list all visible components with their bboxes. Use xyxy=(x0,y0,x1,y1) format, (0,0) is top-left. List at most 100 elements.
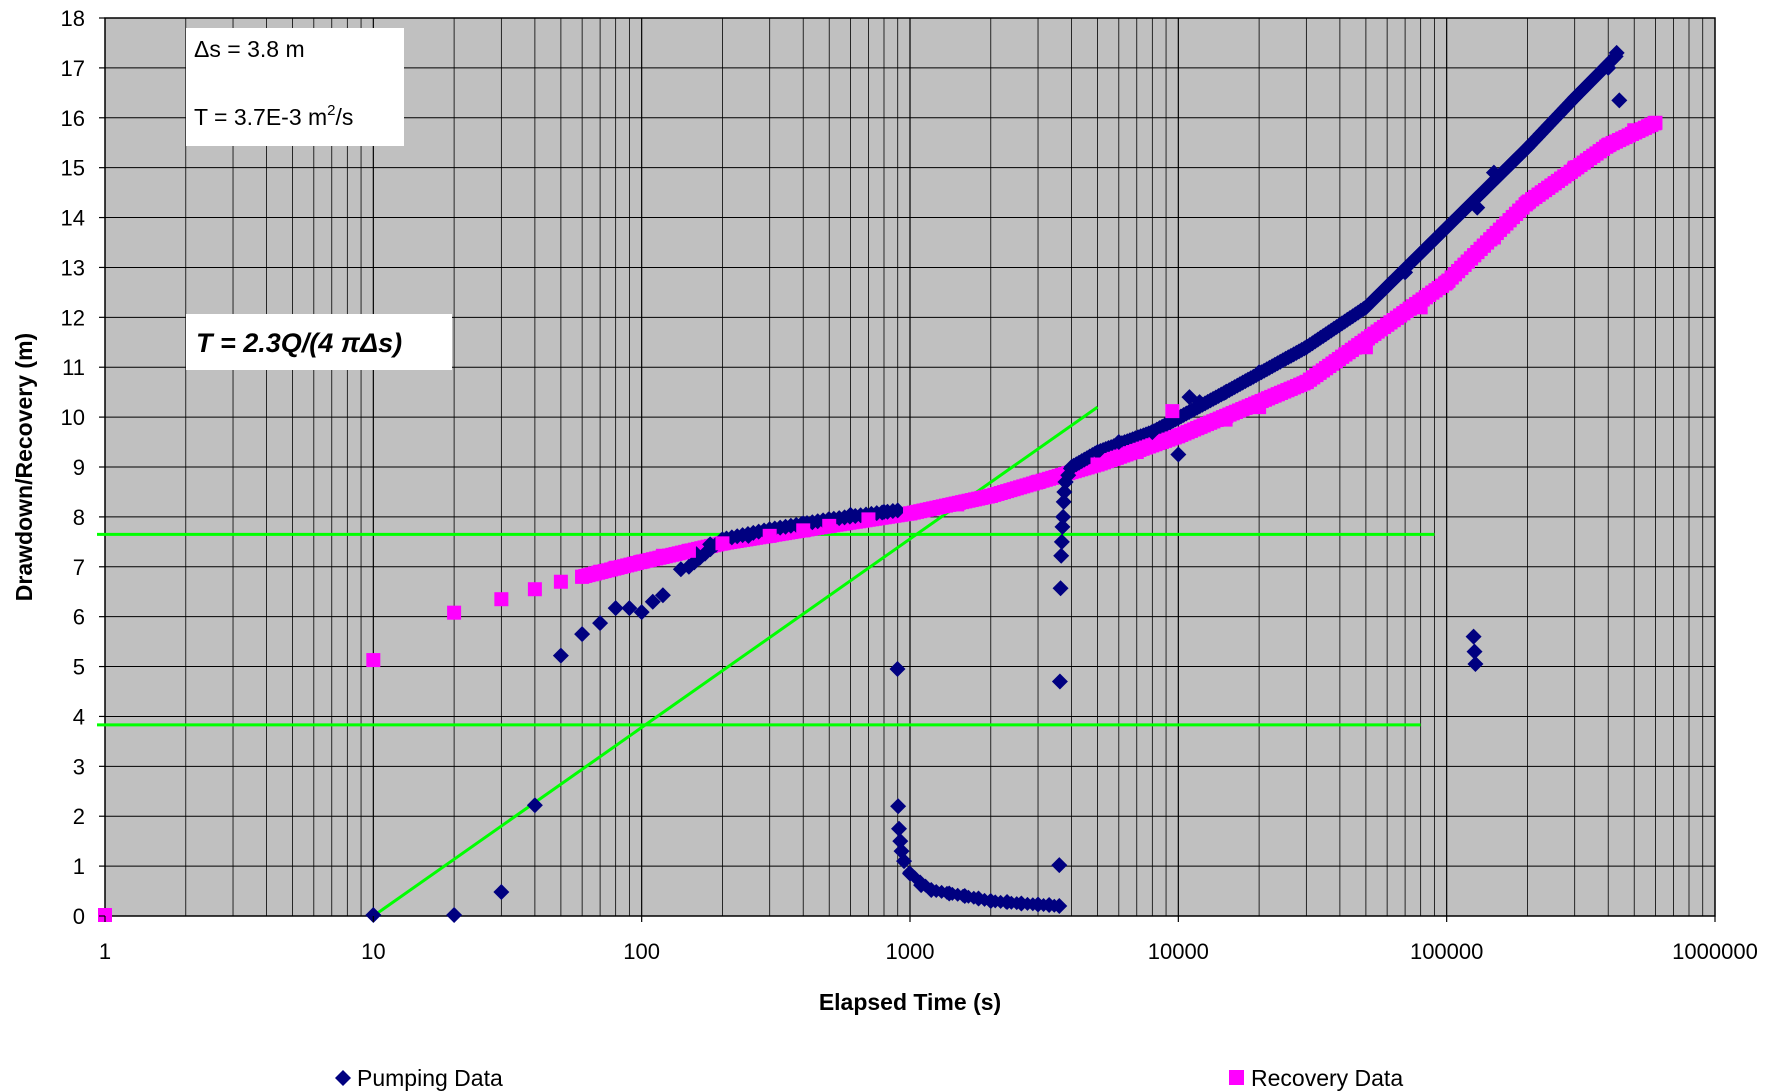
pumping-data-point xyxy=(607,600,624,617)
recovery-data-point xyxy=(1601,138,1616,153)
y-tick-label: 17 xyxy=(61,56,85,81)
pumping-data-point xyxy=(891,820,908,837)
pumping-data-point xyxy=(1600,59,1617,76)
recovery-data-point xyxy=(608,560,623,575)
pumping-data-point xyxy=(1013,895,1030,912)
pumping-data-point xyxy=(1611,92,1628,109)
y-tick-label: 3 xyxy=(73,754,85,779)
pumping-data-point xyxy=(956,888,973,905)
transmissivity-superscript: 2 xyxy=(327,102,335,119)
pumping-data-point xyxy=(1063,459,1080,475)
pumping-data-point xyxy=(1357,299,1374,316)
axes: 1 10 100 1000 10000 100000 1000000012345678910… xyxy=(61,6,1758,964)
transmissivity-label: T = 3.7E-3 m2/s xyxy=(194,102,353,130)
recovery-data-point xyxy=(1648,115,1663,130)
pumping-data-point xyxy=(1467,656,1484,673)
pumping-data-point xyxy=(1519,139,1536,156)
y-tick-label: 7 xyxy=(73,555,85,580)
pumping-data-point xyxy=(1051,857,1068,874)
pumping-data-point xyxy=(1144,424,1161,441)
pumping-data-point xyxy=(892,833,909,850)
recovery-data-point xyxy=(903,506,917,521)
recovery-data-point xyxy=(553,574,568,589)
pumping-data-point xyxy=(1030,896,1047,913)
y-tick-label: 2 xyxy=(73,804,85,829)
recovery-data-point xyxy=(1627,123,1642,138)
pumping-data-point xyxy=(672,561,689,578)
recovery-data-point xyxy=(366,653,381,668)
y-tick-label: 14 xyxy=(61,206,85,231)
pumping-data-point xyxy=(923,882,940,899)
recovery-data-point xyxy=(822,518,837,533)
pumping-data-point xyxy=(1051,898,1068,915)
pumping-data-point xyxy=(889,661,906,678)
pumping-data-point xyxy=(1170,446,1187,463)
recovery-data-point xyxy=(1165,404,1180,419)
y-tick-label: 15 xyxy=(61,156,85,181)
pumping-data-point xyxy=(1608,44,1625,61)
pumping-data-point xyxy=(1397,264,1414,281)
y-tick-label: 8 xyxy=(73,505,85,530)
pumping-data-point xyxy=(902,865,918,882)
recovery-data-point xyxy=(527,582,542,597)
recovery-data-point xyxy=(1171,429,1186,444)
delta-s-annotation-box xyxy=(186,28,404,146)
pumping-data-point xyxy=(1053,533,1070,550)
x-tick-label: 10 xyxy=(361,939,385,964)
legend-label-recovery: Recovery Data xyxy=(1251,1065,1403,1091)
recovery-data-point xyxy=(1520,195,1535,210)
pumping-data-point xyxy=(740,527,757,544)
transmissivity-prefix: T = 3.7E-3 m xyxy=(194,104,327,130)
recovery-data-point xyxy=(593,564,608,579)
pumping-data-point xyxy=(1251,364,1268,381)
recovery-data-point xyxy=(98,908,112,923)
pumping-data-point xyxy=(889,502,906,519)
y-tick-label: 12 xyxy=(61,305,85,330)
pumping-data-point xyxy=(1465,628,1482,645)
recovery-data-point xyxy=(1252,400,1267,415)
pumping-data-point xyxy=(1438,219,1455,236)
recovery-data-point xyxy=(1299,375,1314,390)
pumping-data-point xyxy=(1056,483,1073,500)
formula-label: T = 2.3Q/(4 πΔs) xyxy=(196,328,402,358)
recovery-data-point xyxy=(1129,445,1144,460)
y-tick-label: 5 xyxy=(73,655,85,680)
recovery-data-point xyxy=(681,543,696,558)
x-tick-label: 10000 xyxy=(1148,939,1209,964)
y-tick-label: 10 xyxy=(61,405,85,430)
legend-label-pumping: Pumping Data xyxy=(357,1065,503,1091)
recovery-data-point xyxy=(762,528,777,543)
recovery-data-point xyxy=(1486,230,1501,245)
pumping-data-point xyxy=(1089,444,1106,461)
pumping-data-point xyxy=(654,587,671,604)
pumping-data-point xyxy=(526,797,543,814)
pumping-data-point xyxy=(633,604,650,621)
y-tick-label: 6 xyxy=(73,605,85,630)
formula-annotation: T = 2.3Q/(4 πΔs) xyxy=(186,314,452,370)
recovery-data-point xyxy=(1031,474,1046,489)
pumping-data-point xyxy=(365,907,382,924)
recovery-data-point xyxy=(494,592,509,607)
y-tick-label: 9 xyxy=(73,455,85,480)
legend-square-icon xyxy=(1229,1070,1244,1085)
pumping-data-point xyxy=(1110,434,1127,451)
pumping-data-point xyxy=(982,893,999,910)
recovery-data-point xyxy=(1358,340,1373,355)
pumping-data-point xyxy=(875,503,892,520)
recovery-data-point xyxy=(950,497,965,512)
pumping-data-point xyxy=(1055,493,1072,510)
pumping-data-point xyxy=(1566,89,1583,106)
pumping-data-point xyxy=(702,536,719,553)
pumping-data-point xyxy=(493,884,510,901)
x-tick-label: 100000 xyxy=(1410,939,1483,964)
x-axis-title: Elapsed Time (s) xyxy=(819,989,1001,1015)
pumping-data-point xyxy=(1052,580,1069,597)
y-tick-label: 16 xyxy=(61,106,85,131)
pumping-data-point xyxy=(1469,199,1486,216)
data-series xyxy=(98,44,1663,924)
recovery-data-point xyxy=(861,512,876,527)
pumping-data-point xyxy=(574,626,591,643)
recovery-data-point xyxy=(634,554,649,569)
x-tick-label: 100 xyxy=(623,939,660,964)
x-tick-label: 1 xyxy=(99,939,111,964)
